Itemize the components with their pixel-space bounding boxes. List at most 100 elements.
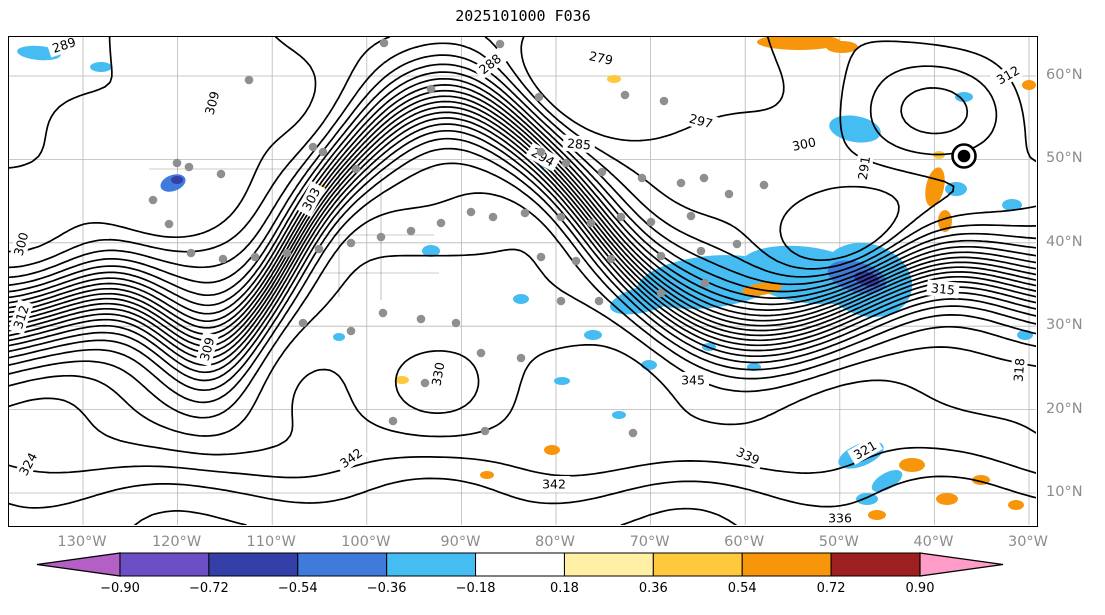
station-marker bbox=[686, 211, 696, 221]
station-marker bbox=[700, 278, 710, 288]
station-marker bbox=[406, 226, 416, 236]
station-marker bbox=[244, 75, 254, 85]
colorbar-tick-label: 0.36 bbox=[638, 581, 668, 596]
y-tick-label: 20°N bbox=[1046, 400, 1083, 417]
y-tick-label: 50°N bbox=[1046, 150, 1083, 167]
colorbar-tick-label: 0.90 bbox=[905, 581, 935, 596]
station-marker bbox=[536, 252, 546, 262]
x-tick-label: 60°W bbox=[724, 534, 765, 550]
anomaly-shading bbox=[742, 282, 782, 296]
contour-label: 318 bbox=[1009, 353, 1029, 387]
station-marker bbox=[346, 326, 356, 336]
svg-text:279: 279 bbox=[588, 48, 615, 68]
contour-label: 297 bbox=[683, 109, 719, 133]
contour-label: 289 bbox=[46, 37, 82, 58]
station-marker bbox=[606, 254, 616, 264]
anomaly-shading bbox=[829, 115, 881, 143]
station-marker bbox=[659, 96, 669, 106]
x-tick-label: 80°W bbox=[534, 534, 576, 550]
colorbar-segment bbox=[297, 552, 388, 577]
colorbar-tick-label: 0.54 bbox=[727, 581, 757, 596]
x-tick-label: 110°W bbox=[246, 534, 296, 550]
station-marker bbox=[571, 256, 581, 266]
station-marker bbox=[628, 428, 638, 438]
contour-label: 312 bbox=[9, 299, 34, 335]
contour-label: 342 bbox=[333, 442, 369, 474]
station-marker bbox=[308, 142, 318, 152]
anomaly-shading bbox=[544, 445, 560, 455]
station-marker bbox=[480, 426, 490, 436]
svg-text:291: 291 bbox=[855, 155, 873, 181]
station-marker bbox=[216, 169, 226, 179]
station-marker bbox=[451, 318, 461, 328]
contour-line bbox=[9, 95, 1036, 335]
station-marker bbox=[597, 167, 607, 177]
colorbar-segment bbox=[208, 552, 299, 577]
colorbar-tick-label: 0.72 bbox=[816, 581, 846, 596]
station-marker bbox=[298, 318, 308, 328]
contour-label: 285 bbox=[562, 134, 596, 154]
contour-label: 345 bbox=[677, 372, 709, 388]
anomaly-shading bbox=[612, 411, 626, 419]
colorbar-segment bbox=[475, 552, 565, 577]
svg-text:300: 300 bbox=[791, 134, 818, 154]
station-marker bbox=[376, 232, 386, 242]
colorbar-segment bbox=[830, 552, 921, 577]
y-tick-label: 60°N bbox=[1046, 67, 1083, 83]
colorbar-tick-label: −0.18 bbox=[455, 581, 496, 596]
colorbar-segment bbox=[563, 552, 654, 577]
anomaly-shading bbox=[856, 493, 878, 505]
x-tick-label: 130°W bbox=[57, 534, 107, 550]
svg-text:336: 336 bbox=[828, 511, 852, 526]
station-marker bbox=[676, 178, 686, 188]
anomaly-shading bbox=[868, 510, 886, 520]
contour-line bbox=[9, 54, 1036, 286]
anomaly-shading bbox=[936, 493, 958, 505]
contour-label: 291 bbox=[853, 151, 875, 185]
station-marker bbox=[388, 416, 398, 426]
colorbar-tick-label: −0.54 bbox=[277, 581, 318, 596]
anomaly-shading bbox=[584, 330, 602, 340]
contour-label: 336 bbox=[824, 510, 856, 525]
anomaly-shading bbox=[333, 333, 345, 341]
anomaly-shading bbox=[607, 75, 621, 83]
station-marker bbox=[318, 147, 328, 157]
anomaly-shading bbox=[554, 377, 570, 385]
svg-text:285: 285 bbox=[566, 135, 591, 152]
station-marker bbox=[520, 208, 530, 218]
svg-text:318: 318 bbox=[1010, 357, 1027, 382]
colorbar-segment bbox=[119, 552, 210, 577]
svg-text:309: 309 bbox=[202, 89, 223, 116]
station-marker bbox=[346, 238, 356, 248]
anomaly-shading bbox=[871, 470, 903, 492]
contour-line bbox=[9, 192, 1036, 419]
contour-label: 300 bbox=[9, 226, 33, 262]
svg-text:330: 330 bbox=[429, 361, 448, 387]
station-marker bbox=[656, 288, 666, 298]
station-marker bbox=[351, 164, 361, 174]
station-marker bbox=[416, 314, 426, 324]
anomaly-shading bbox=[422, 245, 440, 257]
contour-label: 279 bbox=[583, 46, 619, 70]
contour-label: 300 bbox=[786, 132, 822, 156]
contour-line bbox=[134, 507, 737, 525]
y-tick-label: 30°N bbox=[1046, 317, 1083, 334]
station-marker bbox=[594, 296, 604, 306]
x-tick-label: 70°W bbox=[629, 534, 670, 550]
anomaly-shading bbox=[899, 458, 925, 472]
anomaly-shading bbox=[171, 176, 183, 184]
contour-line bbox=[9, 106, 1036, 347]
station-marker bbox=[699, 173, 709, 183]
anomaly-shading bbox=[395, 376, 409, 384]
station-marker bbox=[556, 212, 566, 222]
station-marker bbox=[536, 147, 546, 157]
contour-line bbox=[9, 111, 1036, 354]
station-marker bbox=[314, 244, 324, 254]
contour-line bbox=[9, 137, 1036, 382]
x-tick-label: 40°W bbox=[913, 534, 954, 550]
plot-title: 2025101000 F036 bbox=[455, 7, 591, 25]
station-marker bbox=[184, 162, 194, 172]
svg-text:297: 297 bbox=[688, 111, 715, 132]
x-tick-label: 30°W bbox=[1007, 534, 1049, 550]
